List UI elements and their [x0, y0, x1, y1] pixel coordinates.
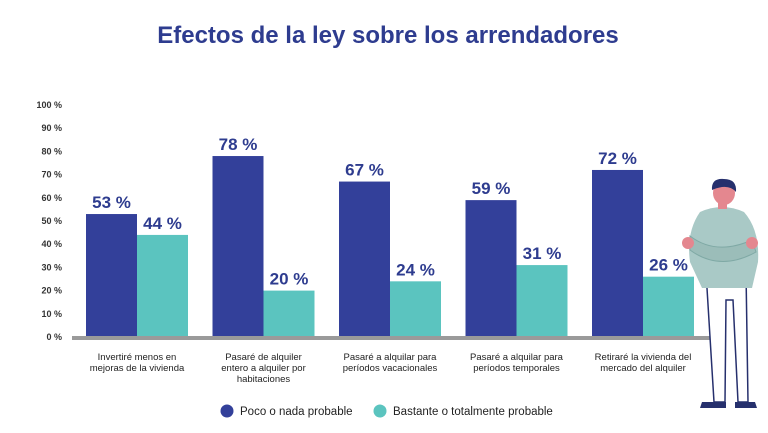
- legend: Poco o nada probable Bastante o totalmen…: [220, 404, 553, 418]
- bar-poco: [465, 200, 517, 337]
- bar-poco: [212, 156, 264, 337]
- bar-bastante: [137, 234, 188, 337]
- bar-value-label: 53 %: [92, 193, 131, 212]
- bar-value-label: 31 %: [523, 244, 562, 263]
- person-legs: [705, 271, 749, 403]
- person-shoe-left: [700, 402, 726, 408]
- y-tick-label: 50 %: [41, 216, 62, 226]
- y-tick-label: 0 %: [46, 332, 62, 342]
- chart-title: Efectos de la ley sobre los arrendadores: [157, 22, 619, 49]
- bar-value-label: 44 %: [143, 214, 182, 233]
- x-category-label: mercado del alquiler: [600, 363, 686, 374]
- x-category-label: Invertiré menos en: [98, 352, 177, 363]
- bar-value-label: 78 %: [219, 135, 258, 154]
- x-category-label: Pasaré a alquilar para: [344, 352, 438, 363]
- bar-value-label: 67 %: [345, 161, 384, 180]
- y-tick-label: 100 %: [36, 100, 62, 110]
- y-tick-label: 70 %: [41, 170, 62, 180]
- bar-bastante: [516, 265, 568, 337]
- x-category-label: Pasaré a alquilar para: [470, 352, 564, 363]
- bar-poco: [592, 169, 643, 337]
- bar-value-label: 20 %: [270, 270, 309, 289]
- y-tick-label: 60 %: [41, 193, 62, 203]
- x-category-label: Retiraré la vivienda del: [595, 352, 692, 363]
- y-axis: 0 % 10 % 20 % 30 % 40 % 50 % 60 % 70 % 80 % 90 % 1…: [36, 100, 62, 342]
- x-category-label: mejoras de la vivienda: [90, 363, 185, 374]
- bar-bastante: [643, 276, 694, 337]
- bar-bastante: [263, 290, 315, 337]
- person-hand-left: [682, 237, 694, 249]
- x-category-label: habitaciones: [237, 374, 291, 385]
- y-tick-label: 90 %: [41, 123, 62, 133]
- y-tick-label: 10 %: [41, 309, 62, 319]
- x-category-label: períodos temporales: [473, 363, 560, 374]
- bar-poco: [86, 214, 137, 337]
- y-tick-label: 20 %: [41, 286, 62, 296]
- bar-value-label: 26 %: [649, 256, 688, 275]
- person-shoe-right: [735, 402, 757, 408]
- y-tick-label: 40 %: [41, 239, 62, 249]
- x-category-label: Pasaré de alquiler: [225, 352, 302, 363]
- bars: 53 % 44 % 78 % 20 % 67 % 24 % 59 % 31 % 72 % 26 %: [86, 135, 694, 337]
- x-category-label: períodos vacacionales: [343, 363, 438, 374]
- bar-poco: [339, 181, 390, 337]
- x-category-label: entero a alquiler por: [221, 363, 306, 374]
- y-tick-label: 80 %: [41, 146, 62, 156]
- person-hair: [711, 178, 737, 192]
- legend-label-bastante: Bastante o totalmente probable: [393, 406, 553, 418]
- legend-marker-poco: [220, 404, 234, 418]
- bar-value-label: 72 %: [598, 149, 637, 168]
- bar-bastante: [390, 281, 441, 337]
- bar-value-label: 24 %: [396, 260, 435, 279]
- person-arms: [689, 234, 757, 262]
- bar-value-label: 59 %: [472, 179, 511, 198]
- person-hand-right: [746, 237, 758, 249]
- legend-label-poco: Poco o nada probable: [240, 406, 353, 418]
- person-illustration: [682, 178, 759, 408]
- y-tick-label: 30 %: [41, 262, 62, 272]
- legend-marker-bastante: [373, 404, 387, 418]
